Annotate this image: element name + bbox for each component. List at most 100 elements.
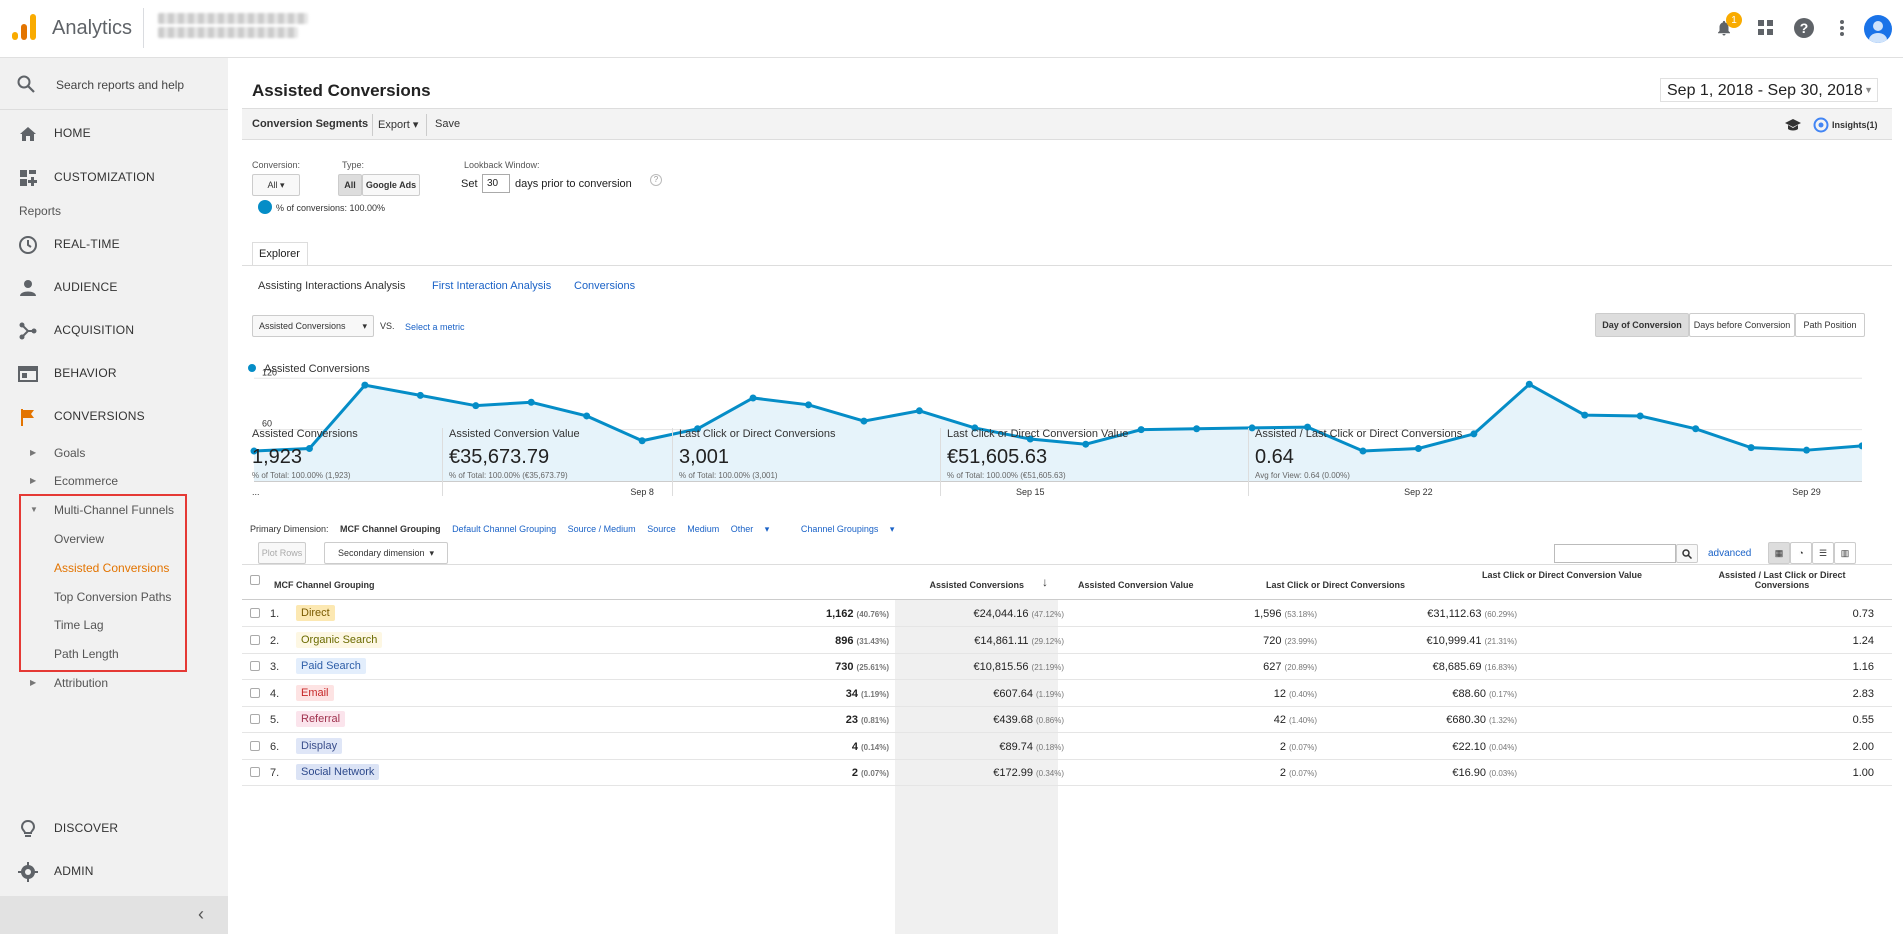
data-point[interactable] [1082,440,1090,448]
nav-conversions[interactable]: CONVERSIONS [0,396,228,436]
type-all-button[interactable]: All [338,174,362,196]
data-point[interactable] [1525,380,1533,388]
days-before-conversion-button[interactable]: Days before Conversion [1689,313,1795,337]
col-last-click-conversion-value[interactable]: Last Click or Direct Conversion Value [1481,570,1643,580]
dim-source-medium[interactable]: Source / Medium [567,524,636,534]
data-point[interactable] [472,402,480,410]
channel-link[interactable]: Paid Search [296,658,366,674]
tab-conversions[interactable]: Conversions [574,280,636,292]
data-point[interactable] [1137,426,1145,434]
collapse-sidebar-button[interactable]: ‹ [0,896,228,934]
apps-grid-icon[interactable] [1754,16,1778,40]
plot-rows-button[interactable]: Plot Rows [258,542,306,564]
analytics-logo-icon[interactable] [12,14,38,40]
data-point[interactable] [971,424,979,432]
nav-behavior[interactable]: BEHAVIOR [0,353,228,393]
data-point[interactable] [1636,412,1644,420]
data-point[interactable] [305,444,313,452]
data-point[interactable] [638,437,646,445]
tab-first-interaction[interactable]: First Interaction Analysis [432,280,552,292]
col-assisted-conversion-value[interactable]: Assisted Conversion Value [1078,580,1194,590]
col-ratio[interactable]: Assisted / Last Click or Direct Conversi… [1718,570,1846,590]
tab-assisting-interactions[interactable]: Assisting Interactions Analysis [258,280,406,292]
nav-overview[interactable]: Overview [0,526,228,552]
nav-discover[interactable]: DISCOVER [0,808,228,848]
path-position-button[interactable]: Path Position [1795,313,1865,337]
channel-link[interactable]: Display [296,737,343,754]
notifications-icon[interactable]: 1 [1712,12,1742,40]
dim-channel-groupings[interactable]: Channel Groupings ▾ [800,524,895,534]
data-point[interactable] [804,401,812,409]
dim-mcf-channel-grouping[interactable]: MCF Channel Grouping [340,524,441,534]
channel-link[interactable]: Referral [296,711,346,727]
data-point[interactable] [1470,430,1478,438]
table-view-icon[interactable]: ▦ [1768,542,1790,564]
row-checkbox[interactable] [250,661,260,671]
insights-icon[interactable] [1813,117,1829,133]
data-point[interactable] [1193,425,1201,433]
data-point[interactable] [1304,423,1312,431]
nav-mcf[interactable]: ▼ Multi-Channel Funnels [0,497,228,523]
date-range-picker[interactable]: Sep 1, 2018 - Sep 30, 2018 ▼ [1660,78,1878,102]
nav-home[interactable]: HOME [0,113,228,153]
performance-view-icon[interactable]: ☰ [1812,542,1834,564]
sort-arrow-icon[interactable]: ↓ [1042,575,1048,589]
help-icon[interactable]: ? [650,174,662,186]
data-point[interactable] [416,391,424,399]
day-of-conversion-button[interactable]: Day of Conversion [1595,313,1689,337]
tab-explorer[interactable]: Explorer [252,242,308,266]
conversion-select[interactable]: All ▾ [252,174,300,196]
dim-default-channel-grouping[interactable]: Default Channel Grouping [452,524,557,534]
nav-admin[interactable]: ADMIN [0,851,228,891]
nav-realtime[interactable]: REAL-TIME [0,224,228,264]
data-point[interactable] [1747,444,1755,452]
dim-other[interactable]: Other ▾ [730,524,770,534]
select-all-checkbox[interactable] [250,575,260,585]
pie-view-icon[interactable]: ◔ [1790,542,1812,564]
account-selector[interactable] [158,10,310,44]
data-point[interactable] [1026,435,1034,443]
row-checkbox[interactable] [250,687,260,698]
pivot-view-icon[interactable]: ▥ [1834,542,1856,564]
data-point[interactable] [527,398,535,406]
col-channel[interactable]: MCF Channel Grouping [274,580,375,590]
nav-time-lag[interactable]: Time Lag [0,612,228,638]
graduation-cap-icon[interactable] [1784,118,1802,132]
nav-assisted-conversions[interactable]: Assisted Conversions [0,555,228,581]
advanced-link[interactable]: advanced [1708,548,1752,559]
channel-link[interactable]: Social Network [296,764,380,780]
table-search-button[interactable] [1676,544,1698,563]
data-point[interactable] [250,447,258,455]
search-box[interactable]: Search reports and help [0,58,228,110]
data-point[interactable] [915,407,923,415]
dim-source[interactable]: Source [647,524,676,534]
metric-select[interactable]: Assisted Conversions ▾ [252,315,374,337]
nav-path-length[interactable]: Path Length [0,641,228,667]
col-last-click-conversions[interactable]: Last Click or Direct Conversions [1266,580,1406,590]
data-point[interactable] [694,425,702,433]
nav-attribution[interactable]: ▶ Attribution [0,670,228,696]
data-point[interactable] [1692,425,1700,433]
nav-audience[interactable]: AUDIENCE [0,267,228,307]
dim-medium[interactable]: Medium [687,524,720,534]
channel-link[interactable]: Direct [296,605,335,621]
row-checkbox[interactable] [250,608,260,618]
nav-goals[interactable]: ▶ Goals [0,440,228,466]
col-assisted-conversions[interactable]: Assisted Conversions [929,580,1024,590]
row-checkbox[interactable] [250,767,260,777]
data-point[interactable] [1414,444,1422,452]
data-point[interactable] [1359,447,1367,455]
data-point[interactable] [860,417,868,425]
data-point[interactable] [1581,411,1589,419]
row-checkbox[interactable] [250,634,260,645]
save-button[interactable]: Save [435,118,461,130]
insights-button[interactable]: Insights(1) [1832,120,1878,130]
row-checkbox[interactable] [250,714,260,724]
row-checkbox[interactable] [250,740,260,751]
help-icon[interactable]: ? [1792,16,1816,40]
table-search-input[interactable] [1554,544,1676,563]
data-point[interactable] [1858,442,1863,450]
channel-link[interactable]: Email [296,684,334,701]
channel-link[interactable]: Organic Search [296,631,383,648]
secondary-dimension-select[interactable]: Secondary dimension ▾ [324,542,448,564]
